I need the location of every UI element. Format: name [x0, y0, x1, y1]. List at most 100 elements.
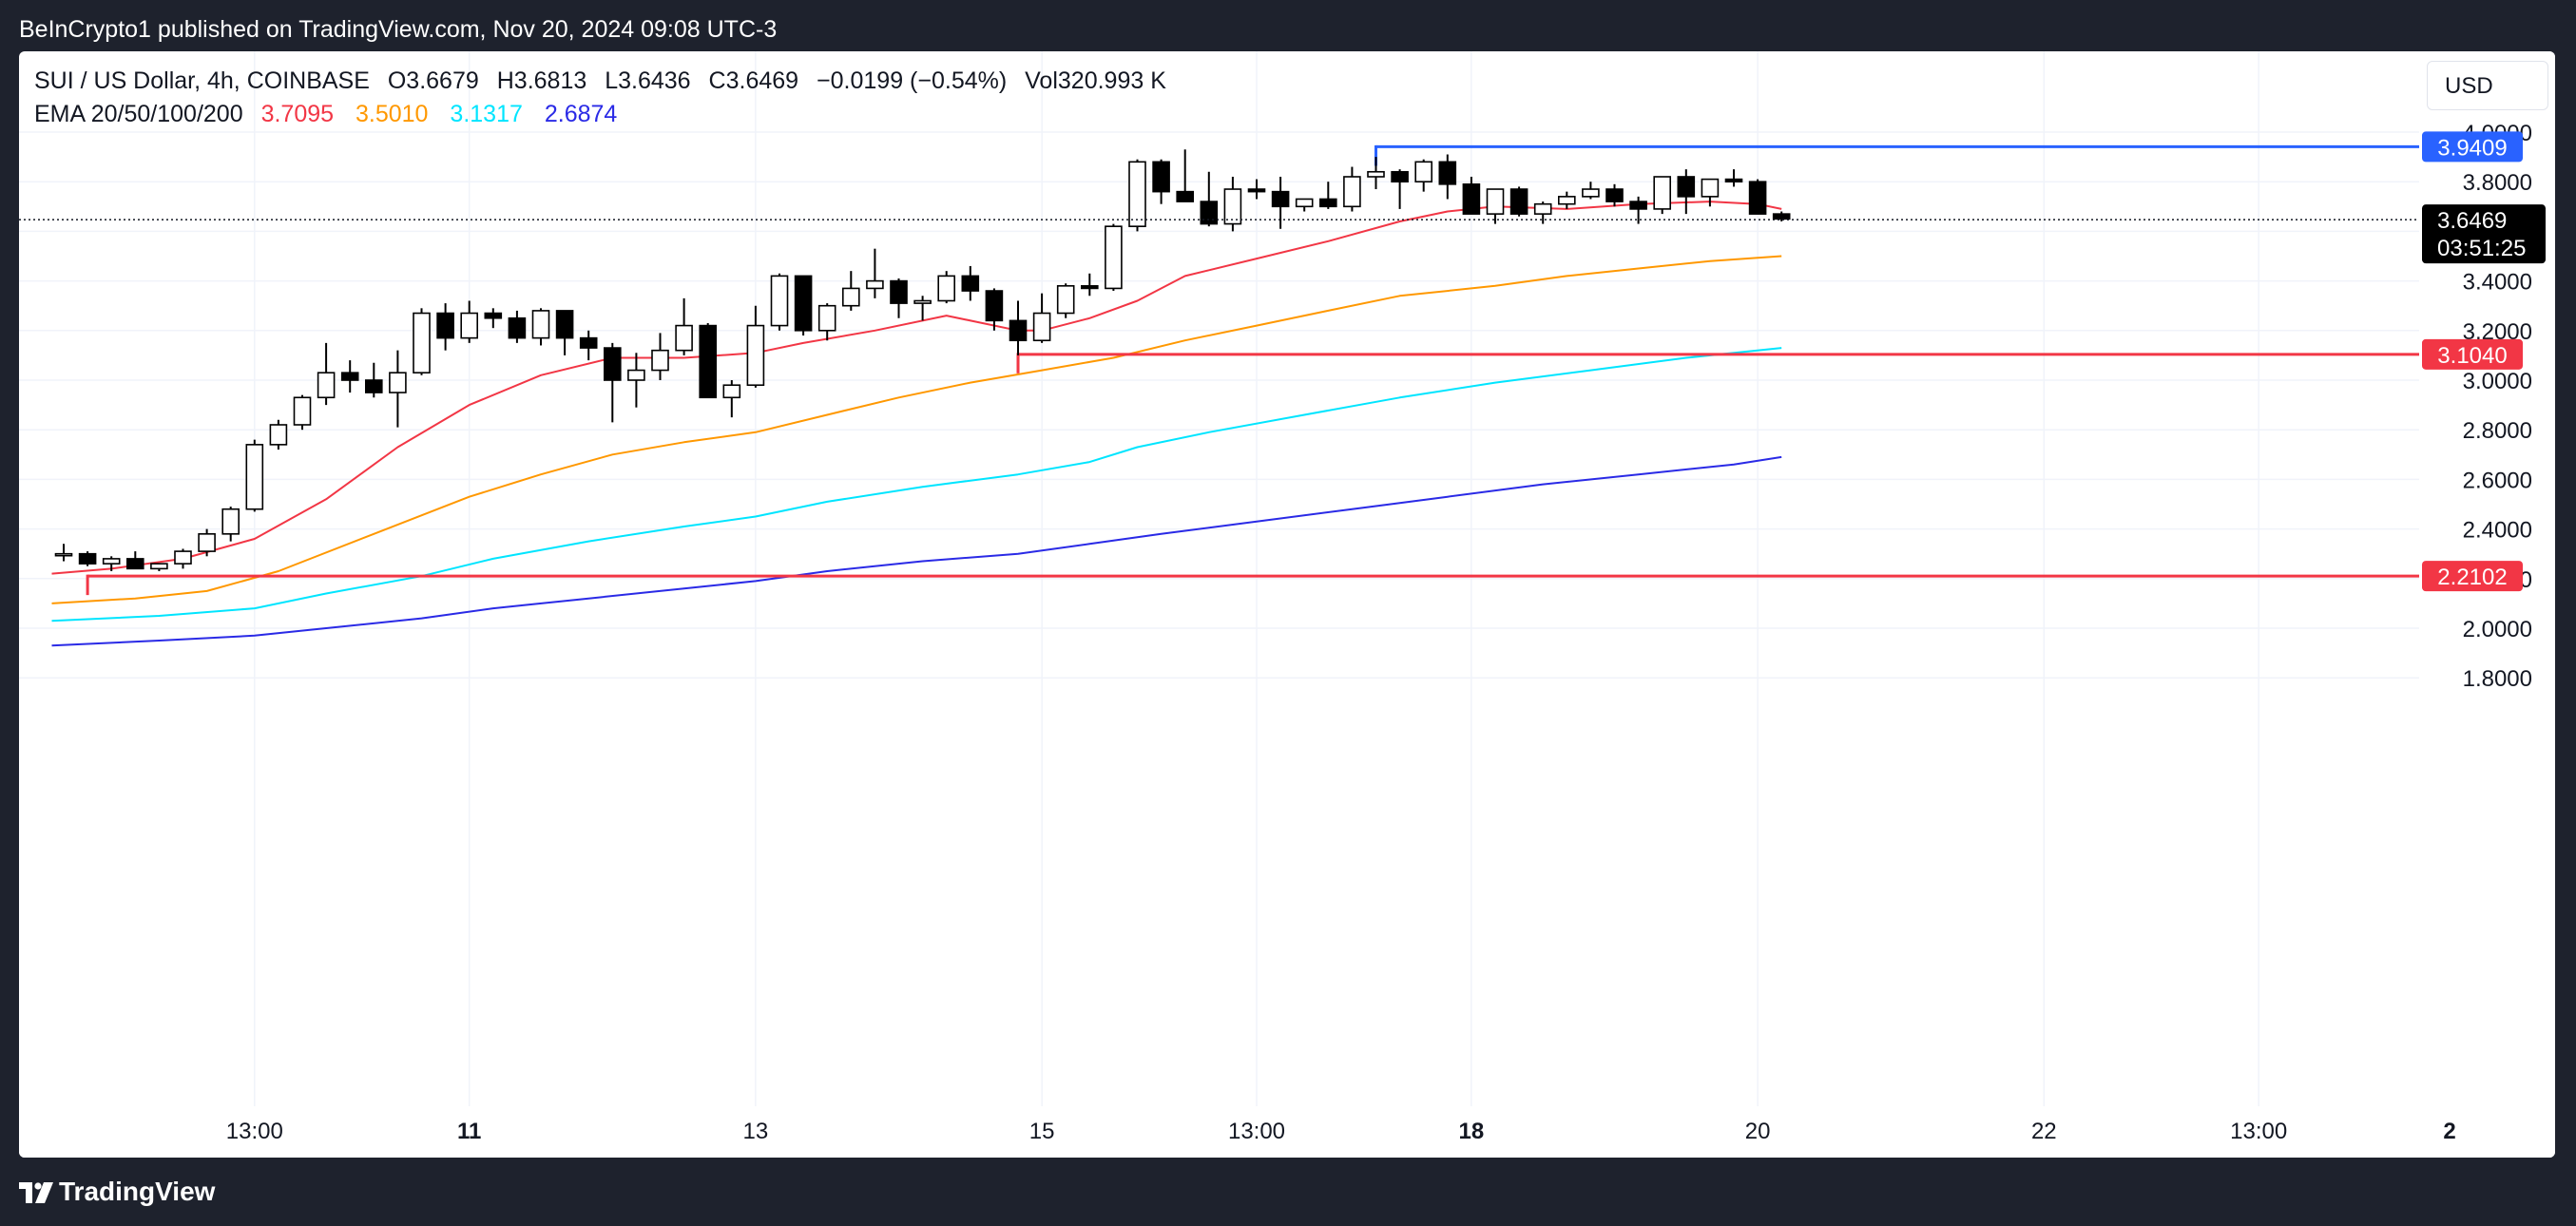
candle-body-up	[817, 304, 836, 332]
candle	[1128, 159, 1146, 232]
time-tick-label: 2	[2443, 1119, 2455, 1144]
candle-body-down	[1009, 319, 1028, 342]
candle-body-down	[126, 558, 144, 570]
candle	[531, 308, 550, 346]
candle-body-down	[508, 316, 527, 339]
candle	[245, 439, 264, 512]
candle	[1605, 183, 1624, 207]
candle-body-down	[794, 275, 813, 332]
level-label-bg-support-upper	[2422, 338, 2523, 370]
candle-body-down	[1629, 201, 1647, 210]
level-label-resistance: 3.9409	[2437, 135, 2507, 161]
candle	[555, 310, 574, 355]
candle-body-up	[937, 275, 956, 302]
legend-ema-label[interactable]: EMA 20/50/100/200	[34, 101, 243, 127]
candle	[627, 353, 645, 408]
currency-button[interactable]: USD	[2427, 61, 2548, 110]
last-price-label-bg	[2422, 204, 2546, 264]
candle-body-up	[174, 550, 192, 565]
candle-body-up	[1223, 188, 1242, 225]
candle	[1724, 169, 1743, 187]
candle	[1391, 169, 1409, 209]
candle	[436, 303, 454, 351]
candle	[1271, 176, 1290, 229]
candle	[1223, 176, 1242, 232]
tradingview-logo-icon	[19, 1182, 53, 1203]
candle	[1176, 149, 1194, 202]
level-label-support-upper: 3.1040	[2437, 343, 2507, 369]
level-label-support-lower: 2.2102	[2437, 565, 2507, 590]
last-price-countdown: 03:51:25	[2437, 236, 2526, 261]
candle	[317, 342, 336, 406]
attribution-text: BeInCrypto1 published on TradingView.com…	[19, 16, 778, 43]
candle	[1414, 159, 1432, 192]
candle	[78, 551, 97, 566]
legend-ema20-value: 3.7095	[260, 101, 335, 127]
candle	[1081, 273, 1099, 297]
chart-legend: SUI / US Dollar, 4h, COINBASE O3.6679 H3…	[34, 65, 1178, 131]
price-tick-label: 3.0000	[2463, 369, 2532, 394]
candle	[675, 297, 693, 355]
candle-body-up	[1582, 188, 1600, 198]
legend-close: C3.6469	[708, 67, 799, 94]
last-price-label: 3.6469	[2437, 208, 2507, 234]
price-tick-label: 2.0000	[2463, 617, 2532, 642]
candle	[1009, 300, 1028, 355]
price-tick-label: 2.6000	[2463, 468, 2532, 493]
candle-body-up	[1343, 176, 1361, 208]
price-tick-label: 1.8000	[2463, 666, 2532, 692]
candle	[1152, 159, 1170, 204]
time-tick-label: 11	[457, 1119, 481, 1144]
candle	[460, 300, 479, 343]
time-tick-label: 18	[1459, 1119, 1485, 1144]
candle-body-up	[413, 312, 431, 374]
legend-ema100-value: 3.1317	[450, 101, 523, 127]
candle	[866, 248, 884, 298]
candle	[1319, 182, 1337, 209]
candle	[746, 305, 765, 388]
candle-body-up	[1128, 161, 1146, 227]
time-axis: 13:00 11 13 15 13:00 18 20 22 13:00 2	[19, 1106, 2555, 1158]
candle	[1653, 176, 1671, 215]
legend-symbol[interactable]: SUI / US Dollar, 4h, COINBASE	[34, 67, 370, 94]
legend-ema200-value: 2.6874	[544, 101, 618, 127]
candle-body-up	[675, 324, 693, 352]
candle	[508, 310, 527, 343]
candle	[961, 265, 980, 301]
candle-body-down	[603, 347, 622, 381]
time-tick-label: 13:00	[1228, 1119, 1285, 1144]
price-chart[interactable]: 1.80002.00002.20002.40002.60002.80003.00…	[19, 51, 2555, 1158]
candle-body-up	[746, 324, 765, 387]
candle-body-down	[1509, 188, 1528, 215]
candle-body-down	[1438, 161, 1457, 185]
time-tick-label: 20	[1745, 1119, 1771, 1144]
level-label-bg-support-lower	[2422, 561, 2523, 592]
ema-line-50	[51, 255, 1782, 604]
candle-body-down	[484, 312, 503, 319]
candle	[1558, 191, 1576, 209]
candle	[722, 380, 741, 418]
chart-panel[interactable]: 1.80002.00002.20002.40002.60002.80003.00…	[19, 51, 2555, 1158]
candle-body-up	[460, 312, 479, 339]
ema-line-100	[51, 347, 1782, 623]
candle-body-down	[699, 324, 718, 399]
candle-body-down	[1677, 176, 1696, 198]
candle-body-down	[961, 275, 980, 292]
candle	[579, 330, 598, 361]
candle	[102, 556, 121, 571]
candle	[484, 308, 503, 329]
candle-body-down	[1152, 161, 1170, 193]
time-tick-label: 15	[1029, 1119, 1055, 1144]
tradingview-brand[interactable]: TradingView	[59, 1177, 216, 1206]
candle-body-up	[102, 558, 121, 565]
candle	[413, 308, 431, 375]
candle	[841, 271, 860, 311]
candle-body-up	[1558, 196, 1576, 205]
candle	[890, 278, 908, 318]
time-tick-label: 13:00	[2230, 1119, 2287, 1144]
legend-row-symbol: SUI / US Dollar, 4h, COINBASE O3.6679 H3…	[34, 65, 1178, 98]
price-tick-label: 2.4000	[2463, 518, 2532, 544]
candle-body-up	[627, 369, 645, 381]
candle-body-up	[1367, 170, 1385, 178]
candle-body-up	[1653, 176, 1671, 210]
